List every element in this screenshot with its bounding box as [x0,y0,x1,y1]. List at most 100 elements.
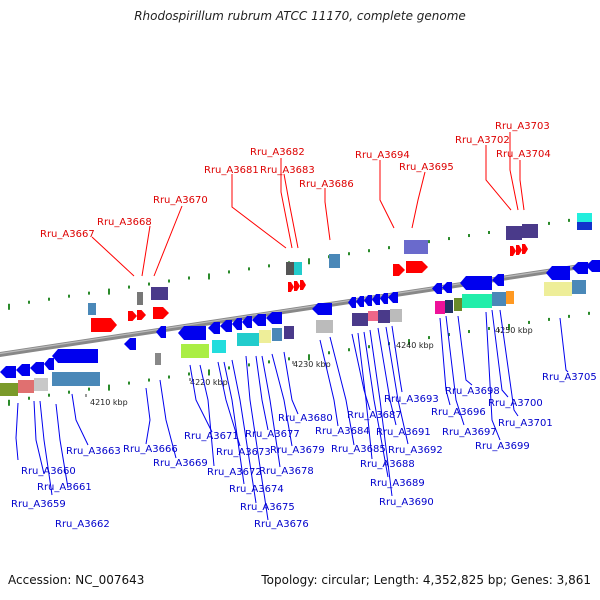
gene-label-rru-a3666[interactable]: Rru_A3666 [123,444,178,455]
reverse-gene-arrow[interactable] [348,297,356,308]
leader-line [283,173,299,249]
gene-label-rru-a3685[interactable]: Rru_A3685 [331,444,386,455]
forward-gene-arrow[interactable] [128,311,137,321]
feature-block [34,378,48,391]
gene-label-rru-a3695[interactable]: Rru_A3695 [399,162,454,173]
gene-label-rru-a3678[interactable]: Rru_A3678 [259,466,314,477]
feature-tracks [0,213,592,396]
gene-label-rru-a3694[interactable]: Rru_A3694 [355,150,410,161]
strand-dot [388,246,390,250]
reverse-gene-arrow[interactable] [388,292,398,303]
forward-gene-arrow[interactable] [137,310,146,320]
reverse-gene-arrow[interactable] [252,314,266,326]
gene-label-rru-a3663[interactable]: Rru_A3663 [66,446,121,457]
reverse-gene-arrow[interactable] [460,276,492,290]
forward-gene-labels: Rru_A3667 Rru_A3668 Rru_A3670 Rru_A3681 … [40,121,551,240]
gene-label-rru-a3689[interactable]: Rru_A3689 [370,478,425,489]
reverse-gene-arrow[interactable] [232,318,242,330]
gene-label-rru-a3667[interactable]: Rru_A3667 [40,229,95,240]
forward-gene-arrow[interactable] [510,246,516,256]
gene-label-rru-a3701[interactable]: Rru_A3701 [498,418,553,429]
gene-label-rru-a3671[interactable]: Rru_A3671 [184,431,239,442]
strand-dot [568,314,570,318]
gene-label-rru-a3702[interactable]: Rru_A3702 [455,135,510,146]
gene-label-rru-a3661[interactable]: Rru_A3661 [37,482,92,493]
gene-label-rru-a3681[interactable]: Rru_A3681 [204,165,259,176]
gene-label-rru-a3669[interactable]: Rru_A3669 [153,458,208,469]
forward-gene-arrow[interactable] [300,280,306,290]
reverse-gene-arrow[interactable] [178,326,206,340]
gene-label-rru-a3690[interactable]: Rru_A3690 [379,497,434,508]
forward-leaders [91,132,525,277]
reverse-gene-arrow[interactable] [356,296,364,307]
gene-label-rru-a3696[interactable]: Rru_A3696 [431,407,486,418]
gene-label-rru-a3670[interactable]: Rru_A3670 [153,195,208,206]
reverse-gene-arrow[interactable] [380,293,388,304]
gene-label-rru-a3687[interactable]: Rru_A3687 [347,410,402,421]
gene-label-rru-a3691[interactable]: Rru_A3691 [376,427,431,438]
gene-label-rru-a3662[interactable]: Rru_A3662 [55,519,110,530]
reverse-gene-arrow[interactable] [432,283,442,294]
gene-label-rru-a3684[interactable]: Rru_A3684 [315,426,370,437]
reverse-gene-arrow[interactable] [242,316,252,328]
forward-gene-arrow[interactable] [406,261,428,273]
strand-dot [268,264,270,268]
gene-label-rru-a3659[interactable]: Rru_A3659 [11,499,66,510]
reverse-gene-arrow[interactable] [442,282,452,293]
leader-line [363,331,389,478]
gene-label-rru-a3699[interactable]: Rru_A3699 [475,441,530,452]
feature-block [259,330,271,343]
gene-label-rru-a3704[interactable]: Rru_A3704 [496,149,551,160]
gene-label-rru-a3680[interactable]: Rru_A3680 [278,413,333,424]
reverse-gene-arrow[interactable] [372,294,380,305]
reverse-gene-arrow[interactable] [208,322,220,334]
reverse-gene-arrow[interactable] [546,266,570,280]
gene-label-rru-a3679[interactable]: Rru_A3679 [270,445,325,456]
reverse-gene-arrow[interactable] [220,320,232,332]
gene-label-rru-a3705[interactable]: Rru_A3705 [542,372,597,383]
gene-label-rru-a3703[interactable]: Rru_A3703 [495,121,550,132]
gene-label-rru-a3683[interactable]: Rru_A3683 [260,165,315,176]
reverse-gene-arrow[interactable] [124,338,136,350]
feature-block [445,300,453,313]
gene-label-rru-a3692[interactable]: Rru_A3692 [388,445,443,456]
forward-gene-arrow[interactable] [91,318,117,332]
reverse-gene-arrow[interactable] [44,358,54,370]
forward-gene-arrow[interactable] [516,245,522,255]
reverse-gene-arrow[interactable] [364,295,372,306]
gene-label-rru-a3700[interactable]: Rru_A3700 [488,398,543,409]
reverse-gene-arrow[interactable] [52,349,98,363]
forward-gene-arrow[interactable] [294,281,300,291]
forward-gene-arrow[interactable] [153,307,169,319]
gene-label-rru-a3686[interactable]: Rru_A3686 [299,179,354,190]
reverse-gene-arrow[interactable] [572,262,588,274]
reverse-gene-arrow[interactable] [0,366,16,378]
reverse-gene-arrow[interactable] [16,364,30,376]
genome-summary: Topology: circular; Length: 4,352,825 bp… [261,573,591,587]
gene-label-rru-a3660[interactable]: Rru_A3660 [21,466,76,477]
gene-label-rru-a3674[interactable]: Rru_A3674 [229,484,284,495]
reverse-gene-arrow[interactable] [492,274,504,286]
reverse-gene-arrow[interactable] [30,362,44,374]
gene-label-rru-a3697[interactable]: Rru_A3697 [442,427,497,438]
gene-label-rru-a3698[interactable]: Rru_A3698 [445,386,500,397]
reverse-gene-arrow[interactable] [312,303,332,315]
gene-label-rru-a3673[interactable]: Rru_A3673 [216,447,271,458]
gene-label-rru-a3668[interactable]: Rru_A3668 [97,217,152,228]
gene-label-rru-a3677[interactable]: Rru_A3677 [245,429,300,440]
gene-label-rru-a3676[interactable]: Rru_A3676 [254,519,309,530]
forward-gene-arrow[interactable] [522,244,528,254]
leader-line [351,333,371,411]
leader-line [445,315,465,426]
reverse-gene-arrow[interactable] [156,326,166,338]
gene-label-rru-a3675[interactable]: Rru_A3675 [240,502,295,513]
reverse-gene-arrow[interactable] [586,260,600,272]
gene-label-rru-a3682[interactable]: Rru_A3682 [250,147,305,158]
gene-label-rru-a3693[interactable]: Rru_A3693 [384,394,439,405]
reverse-gene-arrow[interactable] [266,312,282,324]
gene-label-rru-a3672[interactable]: Rru_A3672 [207,467,262,478]
strand-dot [468,234,470,238]
gene-label-rru-a3688[interactable]: Rru_A3688 [360,459,415,470]
forward-gene-arrow[interactable] [393,264,405,276]
forward-gene-arrow[interactable] [288,282,294,292]
